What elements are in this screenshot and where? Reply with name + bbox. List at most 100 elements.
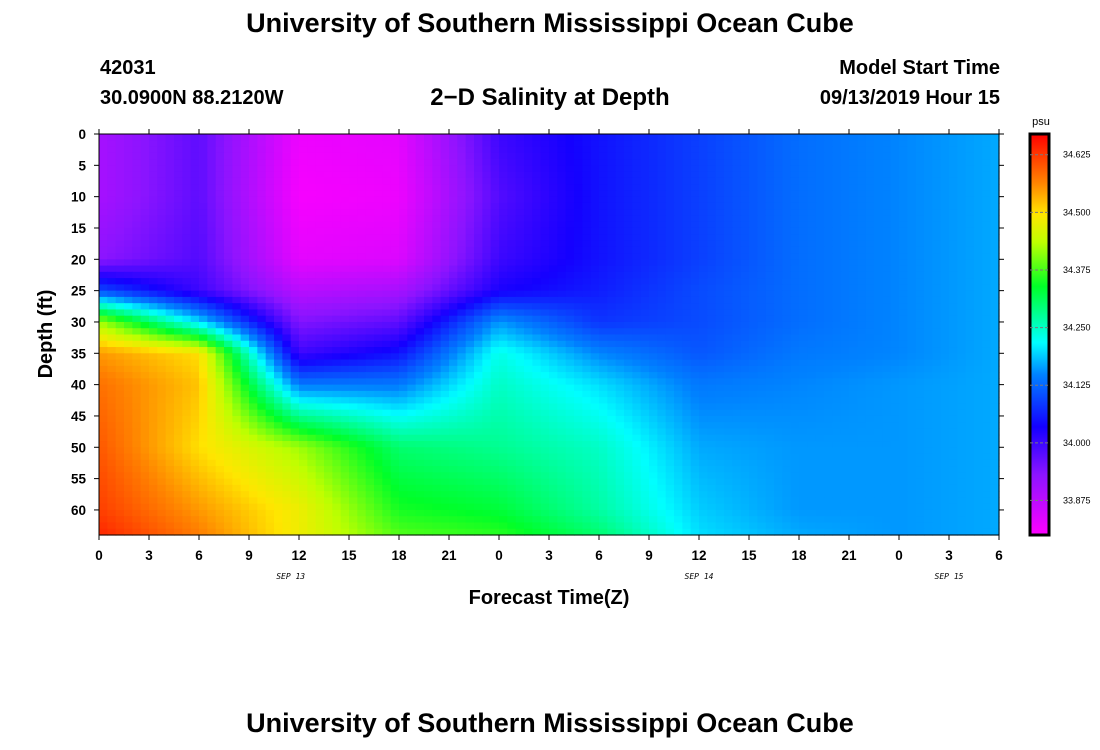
heatmap-cell [974, 265, 983, 273]
heatmap-cell [365, 415, 375, 423]
heatmap-cell [790, 321, 800, 329]
heatmap-cell [524, 397, 533, 405]
heatmap-cell [599, 347, 608, 354]
heatmap-cell [882, 321, 892, 329]
heatmap-cell [607, 202, 617, 210]
heatmap-cell [382, 334, 392, 342]
heatmap-cell [357, 303, 367, 311]
heatmap-cell [257, 271, 267, 279]
heatmap-cell [482, 390, 492, 398]
heatmap-cell [849, 190, 858, 198]
heatmap-cell [107, 196, 117, 204]
heatmap-cell [332, 134, 342, 141]
heatmap-cell [432, 340, 442, 348]
heatmap-cell [357, 234, 367, 242]
heatmap-cell [490, 227, 500, 235]
heatmap-cell [590, 415, 600, 423]
heatmap-cell [974, 365, 983, 373]
heatmap-cell [149, 240, 158, 248]
heatmap-cell [349, 290, 358, 298]
heatmap-cell [915, 146, 925, 154]
heatmap-cell [140, 397, 150, 405]
heatmap-cell [990, 165, 1000, 173]
heatmap-cell [199, 384, 208, 392]
heatmap-cell [815, 202, 825, 210]
heatmap-cell [599, 209, 608, 217]
heatmap-cell [499, 177, 508, 185]
heatmap-cell [965, 171, 975, 179]
heatmap-cell [982, 390, 992, 398]
heatmap-cell [232, 340, 242, 348]
heatmap-cell [307, 227, 317, 235]
heatmap-cell [149, 259, 158, 267]
heatmap-cell [565, 271, 575, 279]
heatmap-cell [690, 234, 700, 242]
heatmap-cell [590, 347, 600, 354]
heatmap-cell [690, 384, 700, 392]
heatmap-cell [282, 184, 292, 191]
heatmap-cell [699, 321, 708, 329]
heatmap-cell [540, 284, 550, 292]
heatmap-cell [982, 159, 992, 166]
heatmap-cell [915, 184, 925, 191]
heatmap-cell [257, 146, 267, 154]
heatmap-cell [974, 334, 983, 342]
heatmap-cell [607, 265, 617, 273]
heatmap-cell [457, 284, 467, 292]
heatmap-cell [407, 253, 417, 260]
heatmap-cell [857, 284, 867, 292]
heatmap-cell [565, 190, 575, 198]
heatmap-cell [232, 278, 242, 285]
heatmap-cell [182, 134, 192, 141]
heatmap-cell [899, 253, 908, 260]
heatmap-cell [657, 227, 667, 235]
heatmap-cell [499, 246, 508, 254]
heatmap-cell [632, 340, 642, 348]
heatmap-cell [774, 165, 783, 173]
heatmap-cell [732, 296, 742, 304]
heatmap-cell [957, 221, 967, 229]
heatmap-cell [815, 159, 825, 166]
heatmap-cell [790, 353, 800, 361]
heatmap-cell [315, 177, 325, 185]
heatmap-cell [357, 140, 367, 148]
heatmap-cell [574, 340, 583, 348]
heatmap-cell [649, 303, 658, 311]
heatmap-cell [782, 234, 792, 242]
heatmap-cell [474, 240, 483, 248]
heatmap-cell [399, 221, 408, 229]
heatmap-cell [457, 334, 467, 342]
heatmap-cell [232, 365, 242, 373]
heatmap-cell [390, 190, 400, 198]
heatmap-cell [232, 353, 242, 361]
heatmap-cell [257, 209, 267, 217]
heatmap-cell [757, 171, 767, 179]
heatmap-cell [857, 353, 867, 361]
heatmap-cell [490, 234, 500, 242]
heatmap-cell [307, 177, 317, 185]
heatmap-cell [765, 202, 775, 210]
heatmap-cell [749, 290, 758, 298]
heatmap-cell [507, 171, 517, 179]
heatmap-cell [632, 215, 642, 223]
heatmap-cell [624, 278, 633, 285]
heatmap-cell [615, 271, 625, 279]
heatmap-cell [190, 227, 200, 235]
heatmap-cell [549, 296, 558, 304]
heatmap-cell [632, 378, 642, 386]
heatmap-cell [874, 240, 883, 248]
heatmap-cell [257, 290, 267, 298]
heatmap-cell [807, 253, 817, 260]
heatmap-cell [674, 146, 683, 154]
heatmap-cell [782, 403, 792, 411]
heatmap-cell [582, 315, 592, 323]
heatmap-cell [224, 215, 233, 223]
heatmap-cell [665, 378, 675, 386]
heatmap-cell [765, 146, 775, 154]
heatmap-cell [907, 365, 917, 373]
heatmap-cell [465, 140, 475, 148]
heatmap-cell [665, 234, 675, 242]
heatmap-cell [957, 378, 967, 386]
heatmap-cell [607, 253, 617, 260]
heatmap-cell [557, 278, 567, 285]
